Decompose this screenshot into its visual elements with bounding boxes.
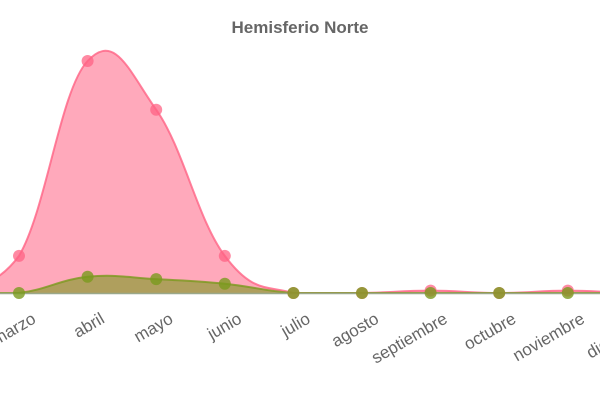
series-2-point-septiembre[interactable] — [424, 287, 437, 299]
x-tick-label-diciembre: diciembre — [583, 309, 600, 362]
x-tick-label-agosto: agosto — [328, 309, 382, 351]
series-2-point-abril[interactable] — [81, 270, 94, 283]
series-1-area — [0, 50, 600, 294]
series-2-point-junio[interactable] — [218, 277, 231, 290]
series-2-point-marzo[interactable] — [13, 287, 25, 299]
series-1-point-junio[interactable] — [218, 249, 231, 262]
series-2-point-mayo[interactable] — [150, 273, 163, 286]
series-2-point-julio[interactable] — [287, 287, 300, 299]
series-2-point-noviembre[interactable] — [561, 287, 574, 299]
series-1-point-marzo[interactable] — [13, 249, 25, 262]
x-tick-label-noviembre: noviembre — [510, 309, 588, 365]
series-2-point-agosto[interactable] — [356, 287, 368, 299]
x-tick-label-abril: abril — [70, 309, 107, 342]
x-tick-label-julio: julio — [277, 309, 314, 341]
x-tick-label-junio: junio — [203, 309, 244, 344]
chart-title: Hemisferio Norte — [231, 18, 369, 37]
x-tick-label-mayo: mayo — [131, 309, 177, 346]
series-2-area — [0, 275, 600, 294]
x-tick-label-septiembre: septiembre — [368, 309, 450, 368]
series-1-point-abril[interactable] — [81, 55, 94, 67]
series-1-point-mayo[interactable] — [150, 103, 163, 116]
x-tick-label-marzo: marzo — [0, 309, 39, 349]
series-2-point-octubre[interactable] — [493, 287, 506, 299]
